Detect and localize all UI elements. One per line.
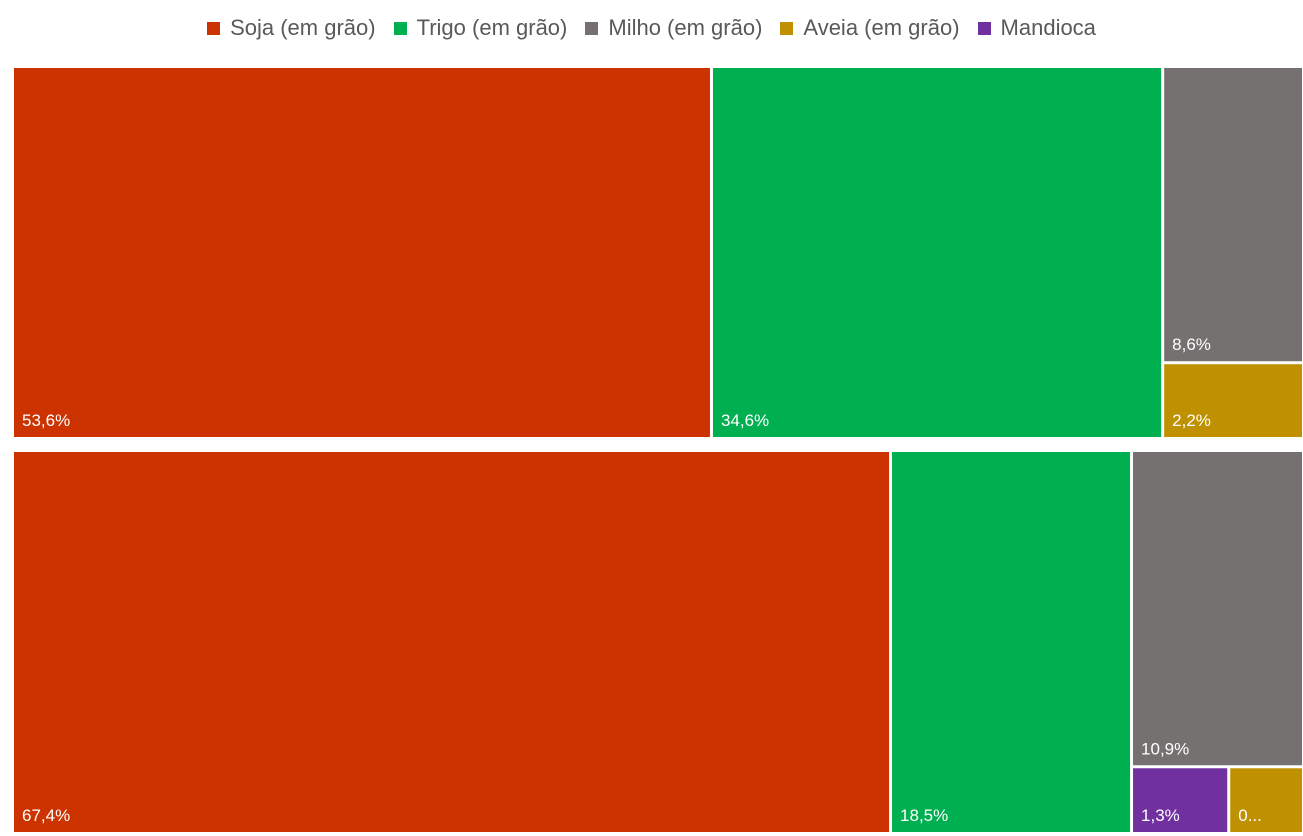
legend-entry-trigo: Trigo (em grão) <box>393 15 568 41</box>
tile-mandioca-group-2 <box>1133 768 1228 832</box>
legend-label-milho: Milho (em grão) <box>608 15 763 40</box>
tile-aveia-group-1 <box>1164 364 1302 437</box>
legend-entry-aveia: Aveia (em grão) <box>780 15 960 41</box>
tile-milho-group-1 <box>1164 68 1302 362</box>
legend-entry-milho: Milho (em grão) <box>585 15 762 41</box>
legend-entry-mandioca: Mandioca <box>977 15 1096 41</box>
legend-swatch-aveia <box>780 21 794 35</box>
legend-label-mandioca: Mandioca <box>1000 15 1096 40</box>
tile-soja-group-1 <box>14 68 710 437</box>
legend-swatch-mandioca <box>977 21 991 35</box>
tile-label-milho-group-2: 10,9% <box>1141 739 1189 758</box>
legend-label-aveia: Aveia (em grão) <box>803 15 960 40</box>
tile-label-mandioca-group-2: 1,3% <box>1141 806 1180 825</box>
tile-label-trigo-group-2: 18,5% <box>900 806 948 825</box>
tile-soja-group-2 <box>14 452 890 832</box>
legend-swatch-milho <box>585 21 599 35</box>
tile-trigo-group-1 <box>712 68 1162 437</box>
tile-label-soja-group-2: 67,4% <box>22 806 70 825</box>
legend-entry-soja: Soja (em grão) <box>207 15 376 41</box>
tile-label-trigo-group-1: 34,6% <box>721 411 769 430</box>
tile-label-aveia-group-1: 2,2% <box>1172 411 1211 430</box>
legend-label-trigo: Trigo (em grão) <box>416 15 568 40</box>
legend-swatch-trigo <box>393 21 407 35</box>
tile-milho-group-2 <box>1133 452 1302 766</box>
tile-label-milho-group-1: 8,6% <box>1172 335 1211 354</box>
legend-label-soja: Soja (em grão) <box>230 15 376 40</box>
chart-legend: Soja (em grão) Trigo (em grão) Milho (em… <box>0 10 1303 46</box>
tile-label-aveia-group-2: 0... <box>1238 806 1262 825</box>
tile-trigo-group-2 <box>892 452 1131 832</box>
legend-swatch-soja <box>207 21 221 35</box>
tile-label-soja-group-1: 53,6% <box>22 411 70 430</box>
tile-aveia-group-2 <box>1230 768 1302 832</box>
